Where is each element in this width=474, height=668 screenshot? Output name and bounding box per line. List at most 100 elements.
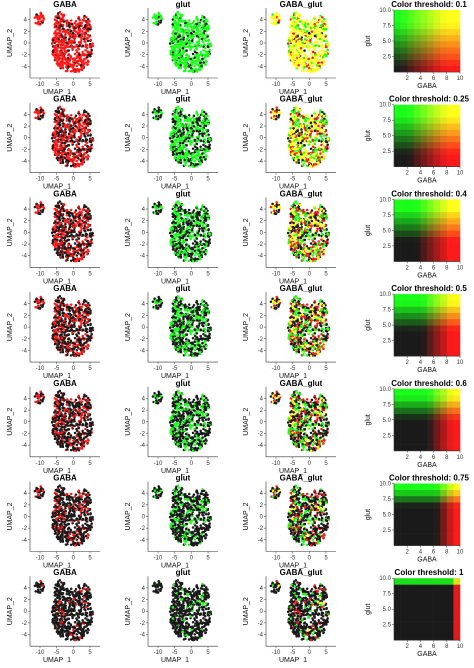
umap-point	[56, 209, 59, 212]
umap-point	[196, 143, 199, 146]
umap-point	[290, 133, 293, 136]
umap-point	[73, 134, 76, 137]
legend-cell	[434, 10, 441, 17]
umap-point	[78, 139, 81, 142]
umap-point	[186, 40, 189, 43]
legend-cell	[407, 117, 414, 124]
umap-point	[203, 138, 206, 141]
legend-heatmap	[394, 10, 460, 72]
umap-point	[189, 139, 192, 142]
umap-point	[78, 58, 81, 61]
legend-y-tick-label: 7.5	[383, 24, 392, 30]
umap-point	[57, 229, 60, 232]
y-tick-label: -2	[22, 147, 28, 153]
umap-point	[87, 18, 90, 21]
umap-point	[71, 139, 74, 142]
umap-point	[199, 219, 202, 222]
umap-point	[68, 215, 71, 218]
umap-point	[61, 53, 64, 56]
legend-x-tick-label: 2	[406, 76, 410, 82]
umap-point	[174, 36, 177, 39]
umap-point	[64, 47, 67, 50]
umap-point	[78, 217, 81, 220]
umap-point	[196, 247, 199, 250]
umap-point	[78, 111, 81, 114]
legend-cell	[401, 35, 408, 42]
umap-points	[34, 200, 95, 262]
umap-point	[184, 25, 187, 28]
umap-point	[179, 20, 182, 23]
umap-point	[53, 23, 56, 26]
legend-cell	[447, 136, 454, 143]
umap-point	[65, 45, 68, 48]
umap-point	[57, 243, 60, 246]
legend-cell	[394, 60, 401, 67]
umap-point	[301, 29, 304, 32]
legend-cell	[447, 16, 454, 23]
umap-point	[312, 65, 315, 68]
legend-cell	[407, 105, 414, 112]
umap-point	[39, 213, 42, 216]
umap-point	[314, 148, 317, 151]
umap-point	[56, 19, 59, 22]
legend-cell	[407, 22, 414, 29]
umap-point	[76, 65, 79, 68]
legend-cell	[420, 123, 427, 129]
umap-point	[55, 224, 58, 227]
umap-point	[186, 215, 189, 218]
umap-point	[322, 28, 325, 31]
umap-point	[70, 40, 73, 43]
umap-point	[307, 142, 310, 145]
umap-point	[67, 54, 70, 57]
umap-point	[323, 129, 326, 132]
legend-cell	[447, 35, 454, 42]
umap-point	[64, 128, 67, 131]
umap-point	[59, 240, 62, 243]
legend-x-axis-label: GABA	[417, 83, 437, 90]
umap-point	[271, 108, 274, 111]
umap-point	[184, 164, 187, 167]
umap-point	[291, 135, 294, 138]
umap-point	[322, 64, 325, 67]
umap-point	[204, 158, 207, 161]
umap-point	[82, 159, 85, 162]
umap-point	[323, 53, 326, 56]
legend-cell	[401, 105, 408, 112]
legend-cell	[414, 16, 421, 23]
umap-point	[208, 143, 211, 146]
umap-point	[188, 255, 191, 258]
umap-point	[322, 50, 325, 53]
umap-point	[194, 160, 197, 163]
legend-cell	[407, 111, 414, 118]
umap-point	[89, 123, 92, 126]
umap-point	[74, 147, 77, 150]
umap-point	[299, 109, 302, 112]
umap-point	[322, 47, 325, 50]
umap-point	[321, 43, 324, 46]
umap-point	[325, 28, 328, 31]
umap-point	[83, 152, 86, 155]
umap-point	[61, 47, 64, 50]
umap-point	[171, 235, 174, 238]
umap-point	[174, 131, 177, 134]
umap-point	[175, 111, 178, 114]
umap-point	[304, 28, 307, 31]
legend-cell	[401, 154, 408, 161]
umap-point	[71, 152, 74, 155]
umap-point	[86, 123, 89, 126]
y-tick-label: 0	[24, 230, 28, 236]
y-tick-label: -4	[22, 159, 28, 165]
umap-point	[84, 223, 87, 226]
legend-cell	[427, 105, 434, 112]
umap-point	[198, 159, 201, 162]
legend-cell	[453, 41, 460, 48]
umap-point	[175, 53, 178, 56]
legend-cell	[401, 22, 408, 29]
umap-point	[87, 250, 90, 253]
umap-point	[64, 236, 67, 239]
x-tick-label: 5	[324, 177, 328, 183]
x-tick-label: -5	[54, 177, 60, 183]
legend-cell	[440, 111, 447, 118]
umap-points	[34, 106, 95, 168]
